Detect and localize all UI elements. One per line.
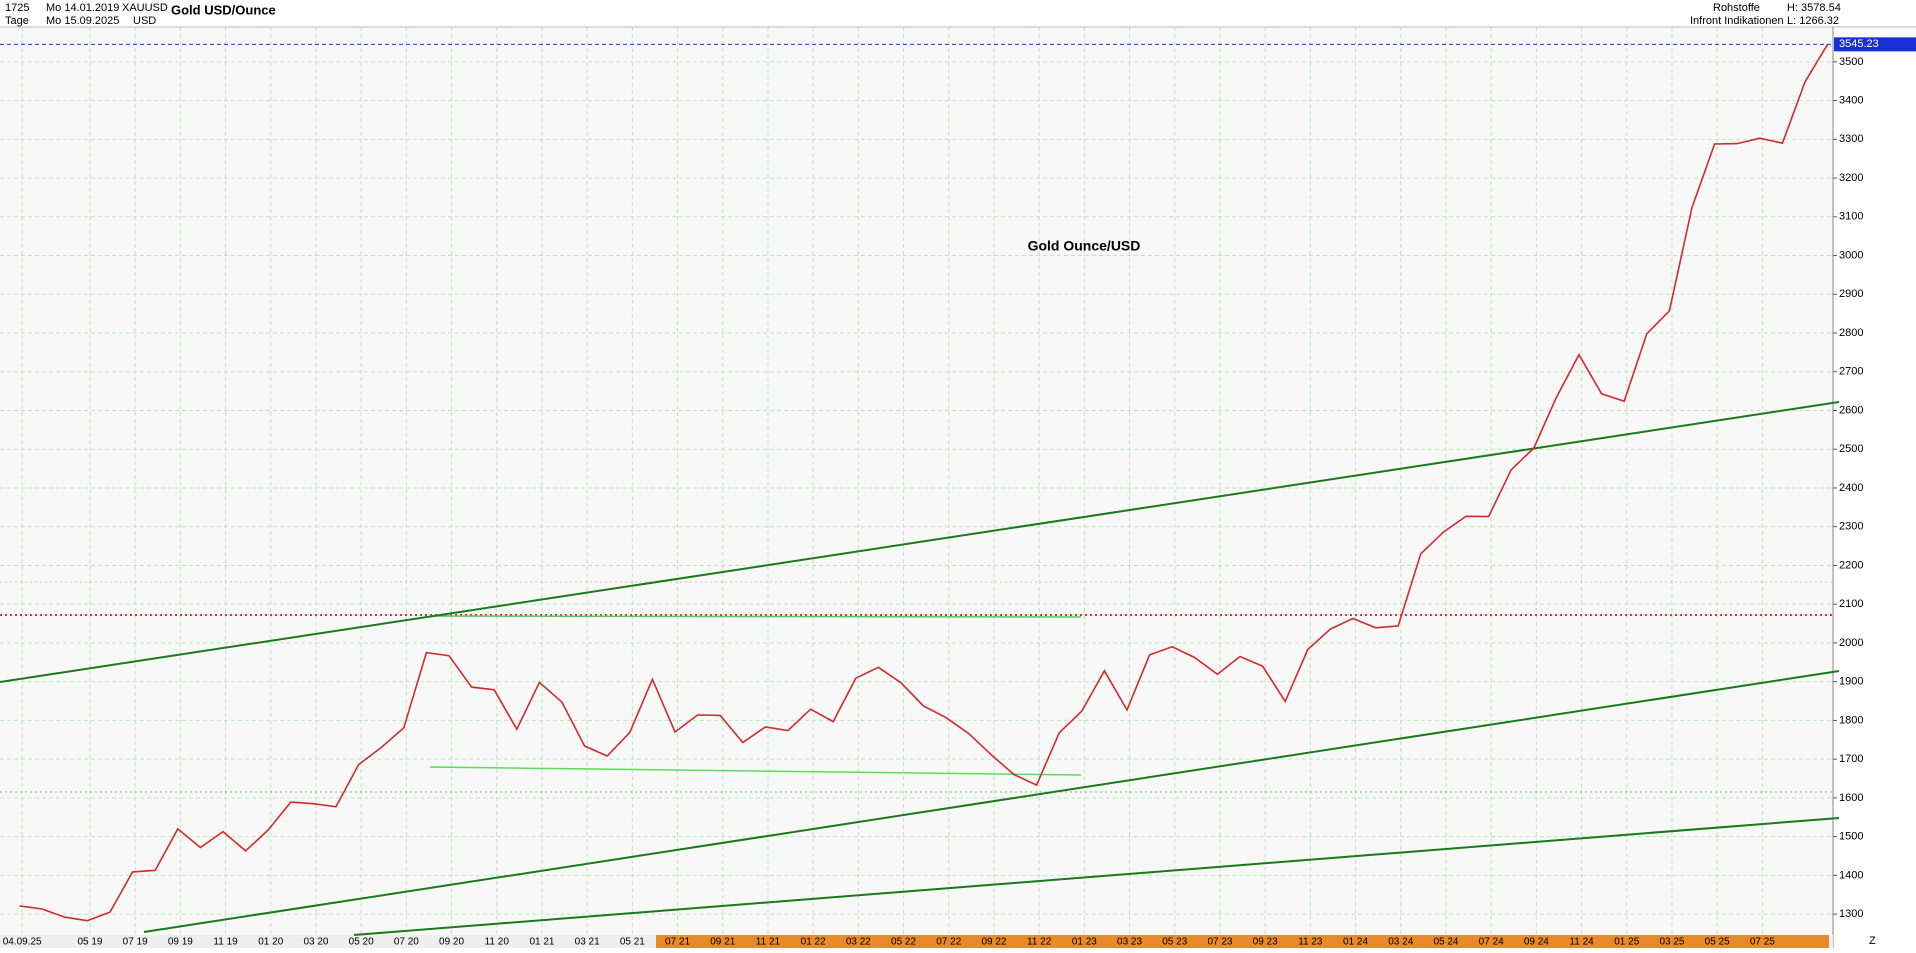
x-tick-label: 11 24 <box>1569 937 1594 948</box>
header-low: L: 1266.32 <box>1787 15 1839 27</box>
x-tick-label: 07 20 <box>394 937 419 948</box>
x-tick-label: 05 23 <box>1162 937 1187 948</box>
header-period: Tage <box>5 15 29 27</box>
x-tick-label: 05 22 <box>891 937 916 948</box>
y-tick-label: 1400 <box>1839 869 1863 881</box>
y-tick-label: 2900 <box>1839 288 1863 300</box>
y-tick-label: 1800 <box>1839 714 1863 726</box>
x-tick-label: 11 19 <box>213 937 238 948</box>
x-tick-label: 03 21 <box>575 937 600 948</box>
x-tick-label: 05 20 <box>349 937 374 948</box>
y-tick-label: 1300 <box>1839 908 1863 920</box>
x-tick-label: 07 25 <box>1750 937 1775 948</box>
header-high: H: 3578.54 <box>1787 2 1841 14</box>
x-tick-label: 05 24 <box>1433 937 1458 948</box>
range-top-line <box>429 615 1082 618</box>
y-tick-label: 2400 <box>1839 482 1863 494</box>
x-tick-label: 03 23 <box>1117 937 1142 948</box>
header-source: Infront Indikationen <box>1690 15 1784 27</box>
y-tick-label: 3500 <box>1839 56 1863 68</box>
x-tick-label: 01 23 <box>1072 937 1097 948</box>
x-tick-label: 01 21 <box>529 937 554 948</box>
axis-end-label: Z <box>1869 935 1876 947</box>
x-axis-highlight <box>656 935 1829 948</box>
plot-area <box>0 27 1833 935</box>
y-tick-label: 2200 <box>1839 559 1863 571</box>
header-count: 1725 <box>5 2 29 14</box>
last-price-label: 3545.23 <box>1839 38 1879 50</box>
x-tick-label: 07 19 <box>123 937 148 948</box>
y-tick-label: 3400 <box>1839 95 1863 107</box>
x-tick-label: 09 22 <box>981 937 1006 948</box>
header-symbol: XAUUSD <box>122 2 168 14</box>
grid <box>0 27 1833 935</box>
x-tick-label: 09 21 <box>710 937 735 948</box>
y-tick-label: 2800 <box>1839 327 1863 339</box>
header-group: Rohstoffe <box>1713 2 1760 14</box>
x-tick-label: 03 25 <box>1659 937 1684 948</box>
x-tick-label: 09 19 <box>168 937 193 948</box>
header-end-date: Mo 15.09.2025 <box>46 15 119 27</box>
y-tick-label: 3100 <box>1839 211 1863 223</box>
x-tick-label: 01 22 <box>801 937 826 948</box>
x-tick-label: 11 22 <box>1027 937 1052 948</box>
price-line <box>19 43 1829 922</box>
x-tick-label: 11 21 <box>756 937 781 948</box>
x-tick-label: 05 25 <box>1705 937 1730 948</box>
header-title: Gold USD/Ounce <box>171 2 276 17</box>
y-tick-label: 2300 <box>1839 521 1863 533</box>
x-tick-label: 07 24 <box>1479 937 1504 948</box>
header-start-date: Mo 14.01.2019 <box>46 2 119 14</box>
x-tick-label: 01 24 <box>1343 937 1368 948</box>
y-tick-label: 2600 <box>1839 404 1863 416</box>
x-tick-label: 09 20 <box>439 937 464 948</box>
y-tick-label: 3200 <box>1839 172 1863 184</box>
trend-line-middle <box>143 670 1840 933</box>
range-bottom-line <box>429 766 1082 776</box>
x-tick-label: 04.09.25 <box>3 937 42 948</box>
y-tick-label: 2000 <box>1839 637 1863 649</box>
x-tick-label: 05 21 <box>620 937 645 948</box>
x-tick-label: 07 22 <box>936 937 961 948</box>
y-tick-label: 1900 <box>1839 676 1863 688</box>
chart-annotation: Gold Ounce/USD <box>1028 238 1141 254</box>
y-tick-label: 1600 <box>1839 792 1863 804</box>
trend-line-lower <box>353 817 1840 936</box>
y-tick-label: 1700 <box>1839 753 1863 765</box>
y-tick-label: 2700 <box>1839 366 1863 378</box>
x-tick-label: 11 23 <box>1298 937 1323 948</box>
x-tick-label: 01 25 <box>1614 937 1639 948</box>
x-tick-label: 05 19 <box>77 937 102 948</box>
y-tick-label: 2500 <box>1839 443 1863 455</box>
x-tick-label: 07 21 <box>665 937 690 948</box>
y-tick-label: 1500 <box>1839 831 1863 843</box>
y-tick-label: 3300 <box>1839 133 1863 145</box>
x-tick-label: 09 24 <box>1524 937 1549 948</box>
x-tick-label: 09 23 <box>1253 937 1278 948</box>
last-price-box <box>1834 37 1916 52</box>
y-tick-label: 3000 <box>1839 249 1863 261</box>
x-tick-label: 11 20 <box>485 937 510 948</box>
x-tick-label: 01 20 <box>258 937 283 948</box>
x-tick-label: 03 22 <box>846 937 871 948</box>
y-tick-label: 2100 <box>1839 598 1863 610</box>
x-tick-label: 03 24 <box>1388 937 1413 948</box>
x-tick-label: 07 23 <box>1207 937 1232 948</box>
x-tick-label: 03 20 <box>303 937 328 948</box>
header-currency: USD <box>133 15 156 27</box>
